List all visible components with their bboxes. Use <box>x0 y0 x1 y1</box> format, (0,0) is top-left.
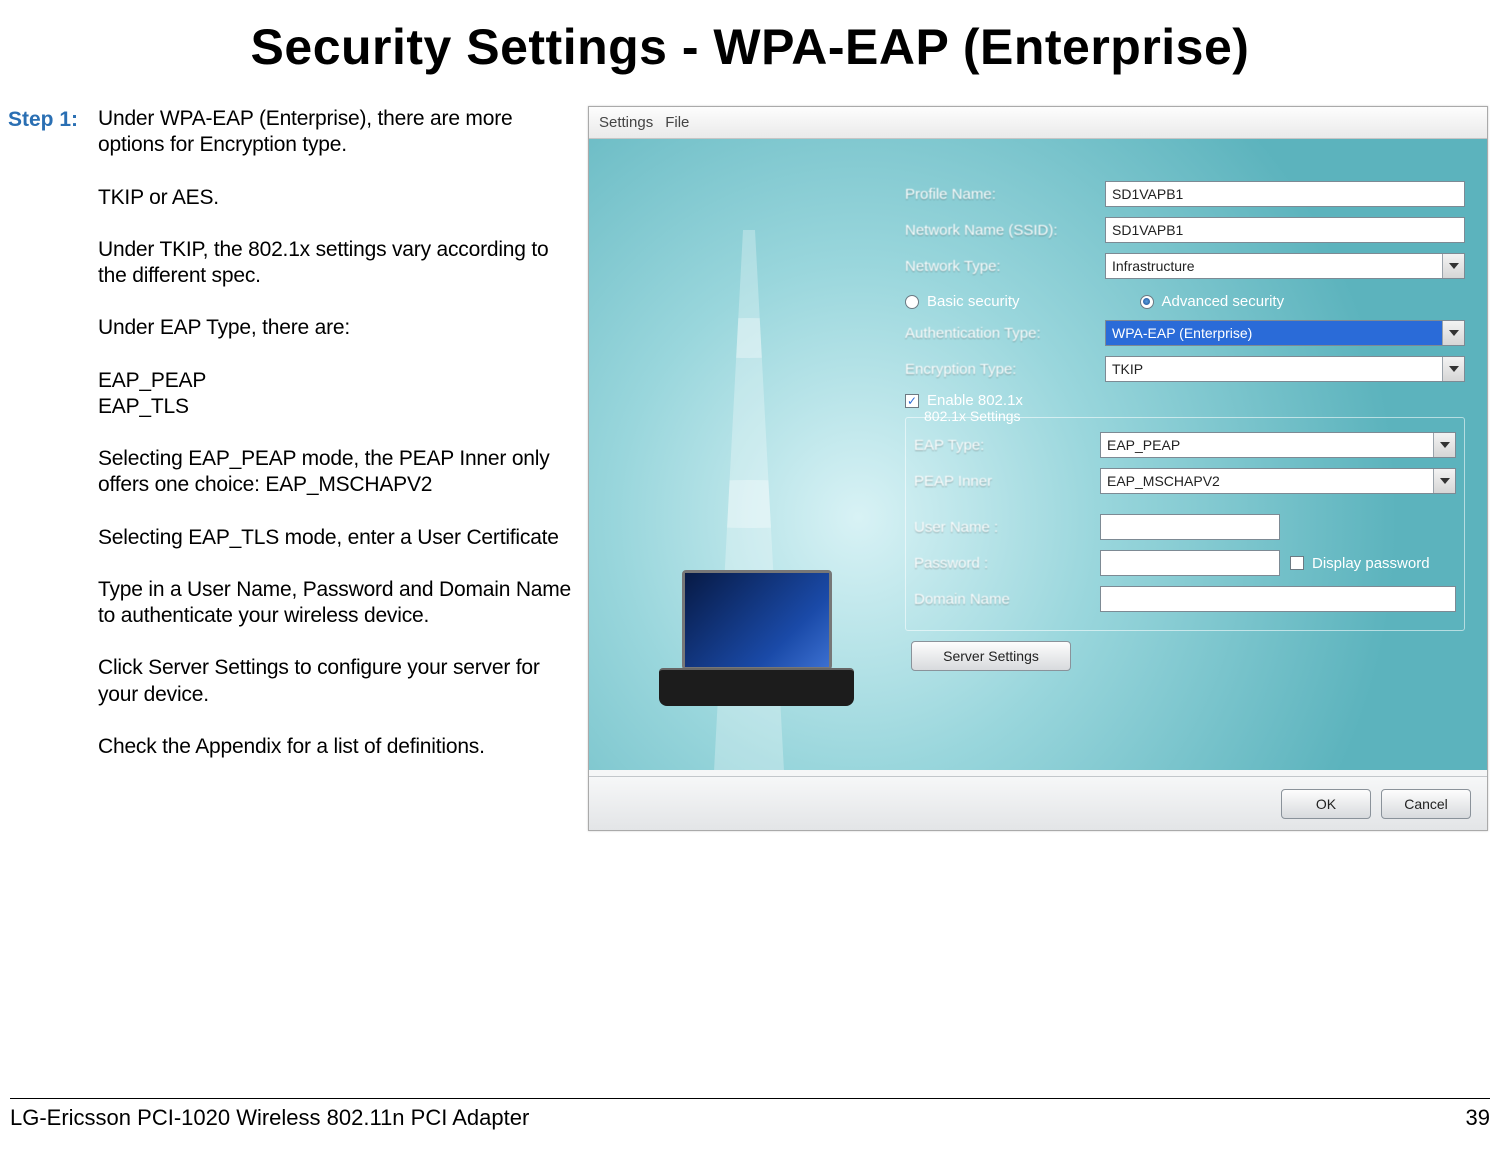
checkbox-enable-8021x[interactable]: ✓ Enable 802.1x <box>905 392 1465 409</box>
content-row: Step 1: Under WPA-EAP (Enterprise), ther… <box>0 76 1500 831</box>
menu-file[interactable]: File <box>665 114 689 131</box>
radio-icon <box>1140 295 1154 309</box>
footer-page-number: 39 <box>1466 1105 1490 1131</box>
row-ssid: Network Name (SSID): SD1VAPB1 <box>905 217 1465 243</box>
dialog-body: Profile Name: SD1VAPB1 Network Name (SSI… <box>589 139 1487 770</box>
instruction-p10: Check the Appendix for a list of definit… <box>98 734 578 760</box>
input-user-name[interactable] <box>1100 514 1280 540</box>
select-eap-type-value: EAP_PEAP <box>1107 437 1180 453</box>
ok-button[interactable]: OK <box>1281 789 1371 819</box>
instruction-p9: Click Server Settings to configure your … <box>98 655 578 708</box>
dialog-menubar: Settings File <box>589 107 1487 139</box>
row-domain-name: Domain Name <box>914 586 1456 612</box>
select-eap-type[interactable]: EAP_PEAP <box>1100 432 1456 458</box>
radio-basic-security[interactable]: Basic security <box>905 293 1020 310</box>
row-enc-type: Encryption Type: TKIP <box>905 356 1465 382</box>
select-enc-type-value: TKIP <box>1112 361 1143 377</box>
footer-product: LG-Ericsson PCI-1020 Wireless 802.11n PC… <box>10 1105 529 1131</box>
label-auth-type: Authentication Type: <box>905 325 1105 342</box>
page-title: Security Settings - WPA-EAP (Enterprise) <box>0 0 1500 76</box>
chevron-down-icon <box>1433 433 1455 457</box>
label-password: Password : <box>914 555 1100 572</box>
radio-icon <box>905 295 919 309</box>
select-peap-inner[interactable]: EAP_MSCHAPV2 <box>1100 468 1456 494</box>
instruction-p1: Under WPA-EAP (Enterprise), there are mo… <box>98 106 578 159</box>
label-advanced-security: Advanced security <box>1162 293 1285 310</box>
label-user-name: User Name : <box>914 519 1100 536</box>
security-mode-row: Basic security Advanced security <box>905 293 1465 310</box>
chevron-down-icon <box>1442 321 1464 345</box>
chevron-down-icon <box>1442 254 1464 278</box>
label-display-password: Display password <box>1312 555 1430 572</box>
label-domain-name: Domain Name <box>914 591 1100 608</box>
instruction-p2: TKIP or AES. <box>98 185 578 211</box>
input-ssid[interactable]: SD1VAPB1 <box>1105 217 1465 243</box>
select-auth-type-value: WPA-EAP (Enterprise) <box>1112 325 1252 341</box>
instruction-p3: Under TKIP, the 802.1x settings vary acc… <box>98 237 578 290</box>
cancel-button[interactable]: Cancel <box>1381 789 1471 819</box>
menu-settings[interactable]: Settings <box>599 114 653 131</box>
row-password: Password : Display password <box>914 550 1456 576</box>
checkbox-display-password[interactable]: Display password <box>1290 555 1430 572</box>
select-network-type[interactable]: Infrastructure <box>1105 253 1465 279</box>
server-settings-button[interactable]: Server Settings <box>911 641 1071 671</box>
label-basic-security: Basic security <box>927 293 1020 310</box>
row-network-type: Network Type: Infrastructure <box>905 253 1465 279</box>
label-peap-inner: PEAP Inner <box>914 473 1100 490</box>
row-profile-name: Profile Name: SD1VAPB1 <box>905 181 1465 207</box>
step-label: Step 1: <box>8 106 98 831</box>
label-network-type: Network Type: <box>905 258 1105 275</box>
select-enc-type[interactable]: TKIP <box>1105 356 1465 382</box>
instruction-p7: Selecting EAP_TLS mode, enter a User Cer… <box>98 525 578 551</box>
label-profile-name: Profile Name: <box>905 186 1105 203</box>
settings-dialog: Settings File Profile Name: SD1VAPB1 Net… <box>588 106 1488 831</box>
chevron-down-icon <box>1433 469 1455 493</box>
input-profile-name[interactable]: SD1VAPB1 <box>1105 181 1465 207</box>
row-peap-inner: PEAP Inner EAP_MSCHAPV2 <box>914 468 1456 494</box>
instructions: Under WPA-EAP (Enterprise), there are mo… <box>98 106 578 831</box>
instruction-p8: Type in a User Name, Password and Domain… <box>98 577 578 630</box>
laptop-graphic <box>659 570 854 710</box>
checkbox-icon: ✓ <box>905 394 919 408</box>
row-user-name: User Name : <box>914 514 1456 540</box>
label-eap-type: EAP Type: <box>914 437 1100 454</box>
dialog-button-bar: OK Cancel <box>589 776 1487 830</box>
instruction-p5a: EAP_PEAP <box>98 368 578 394</box>
input-domain-name[interactable] <box>1100 586 1456 612</box>
instruction-p5b: EAP_TLS <box>98 394 578 420</box>
row-eap-type: EAP Type: EAP_PEAP <box>914 432 1456 458</box>
label-enc-type: Encryption Type: <box>905 361 1105 378</box>
chevron-down-icon <box>1442 357 1464 381</box>
page-footer: LG-Ericsson PCI-1020 Wireless 802.11n PC… <box>10 1098 1490 1131</box>
checkbox-icon <box>1290 556 1304 570</box>
row-auth-type: Authentication Type: WPA-EAP (Enterprise… <box>905 320 1465 346</box>
fieldset-legend: 802.1x Settings <box>918 408 1027 424</box>
select-peap-inner-value: EAP_MSCHAPV2 <box>1107 473 1220 489</box>
radio-advanced-security[interactable]: Advanced security <box>1140 293 1285 310</box>
label-ssid: Network Name (SSID): <box>905 222 1105 239</box>
form-area: Profile Name: SD1VAPB1 Network Name (SSI… <box>905 181 1465 671</box>
select-network-type-value: Infrastructure <box>1112 258 1194 274</box>
instruction-p4: Under EAP Type, there are: <box>98 315 578 341</box>
input-password[interactable] <box>1100 550 1280 576</box>
select-auth-type[interactable]: WPA-EAP (Enterprise) <box>1105 320 1465 346</box>
label-enable-8021x: Enable 802.1x <box>927 392 1023 409</box>
fieldset-8021x: 802.1x Settings EAP Type: EAP_PEAP PEAP … <box>905 417 1465 631</box>
instruction-p6: Selecting EAP_PEAP mode, the PEAP Inner … <box>98 446 578 499</box>
